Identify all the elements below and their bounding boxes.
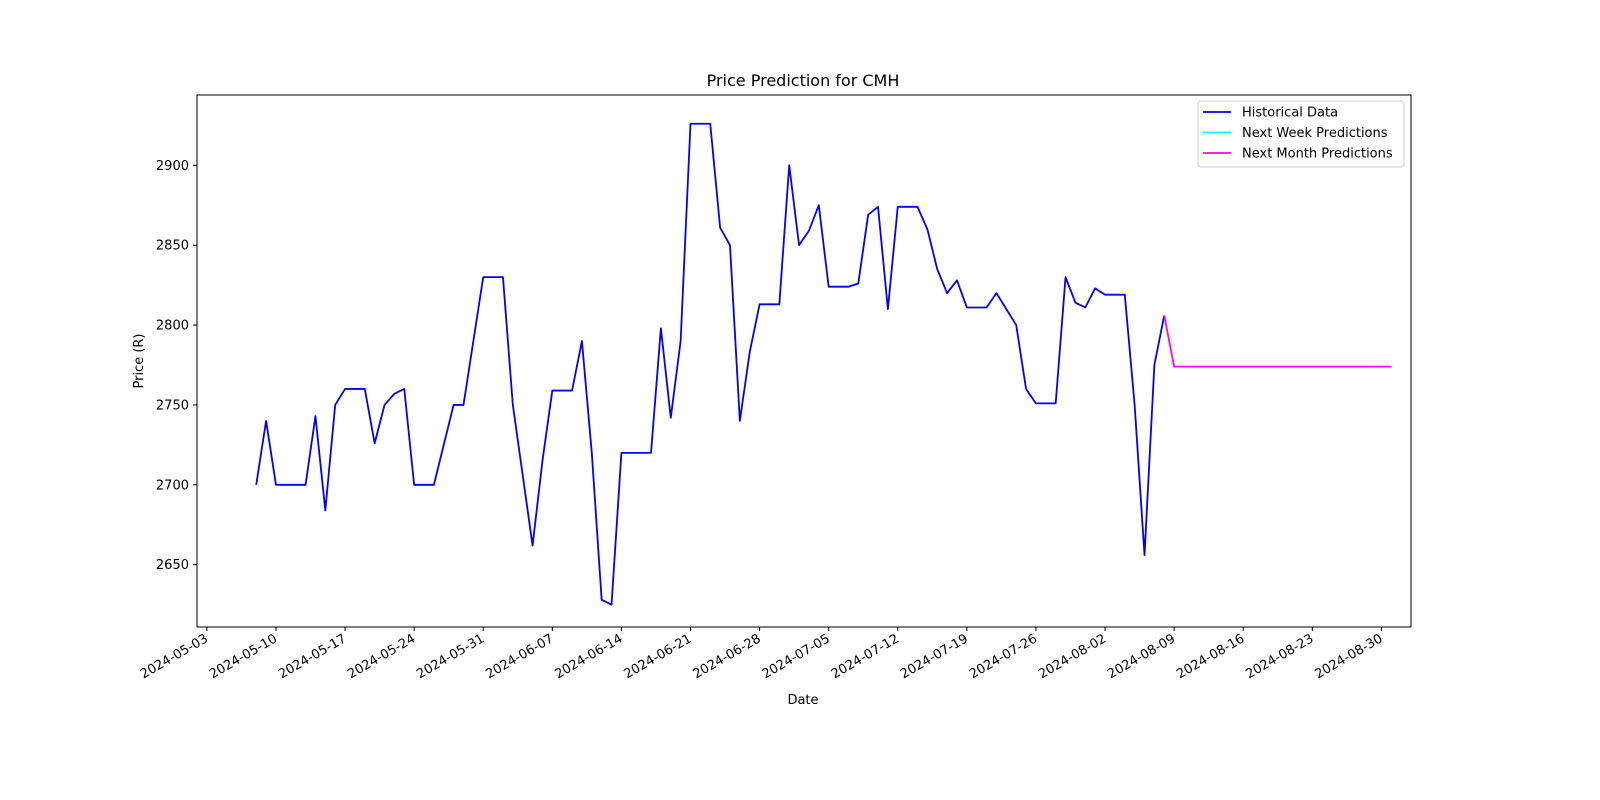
y-tick-label: 2850: [156, 239, 189, 254]
series-line-historical-data: [255, 122, 1166, 606]
y-tick-label: 2900: [156, 159, 189, 174]
legend-box: [1197, 100, 1405, 168]
plot-area: [196, 94, 1412, 628]
legend: Historical Data Next Week Predictions Next…: [1197, 100, 1405, 168]
y-axis: 2650 2700 2750 2800 2850 2900: [156, 159, 197, 573]
x-axis-label: Date: [787, 693, 818, 708]
y-axis-label: Price (R): [132, 333, 147, 388]
legend-label: Next Week Predictions: [1242, 126, 1388, 141]
y-tick-label: 2650: [156, 558, 189, 573]
series-line-next-month-predictions: [1163, 315, 1392, 368]
plot-frame: [196, 94, 1412, 628]
y-tick-label: 2700: [156, 478, 189, 493]
y-tick-label: 2800: [156, 319, 189, 334]
chart-title: Price Prediction for CMH: [707, 71, 900, 90]
legend-label: Next Month Predictions: [1242, 147, 1393, 162]
series-layer: [255, 122, 1392, 606]
y-tick-label: 2750: [156, 398, 189, 413]
legend-label: Historical Data: [1242, 106, 1338, 121]
